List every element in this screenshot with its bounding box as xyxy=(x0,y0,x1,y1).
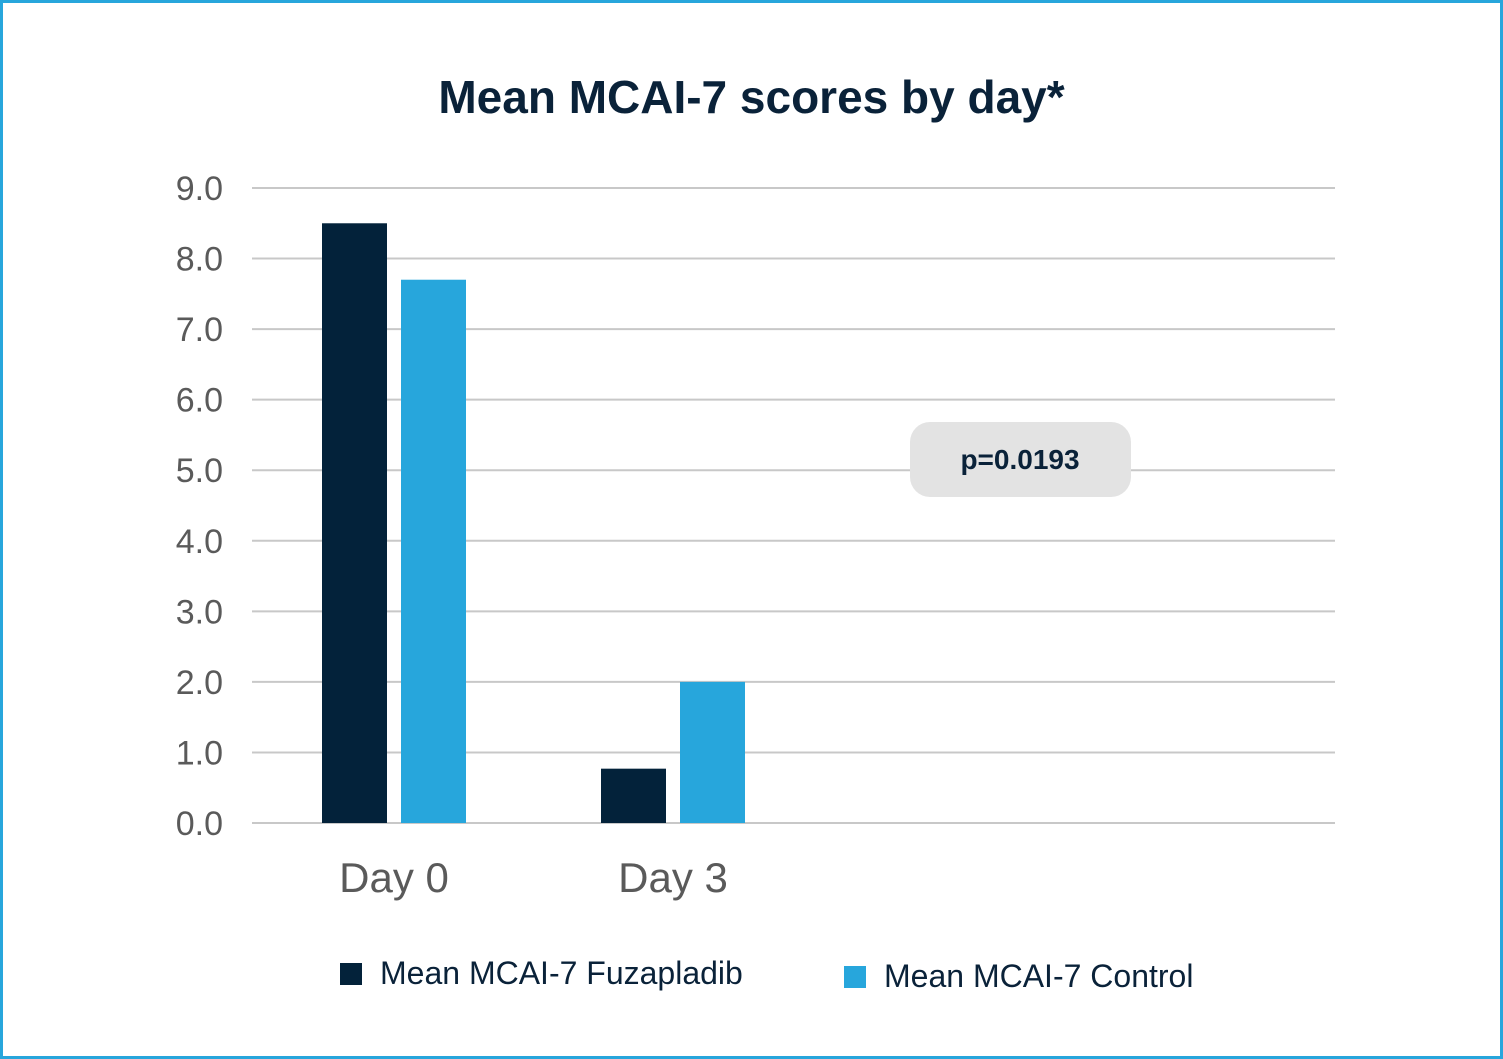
bar-day-3-fuzapladib xyxy=(601,768,666,823)
y-tick-label: 2.0 xyxy=(176,664,223,702)
x-tick-label: Day 0 xyxy=(339,854,449,901)
y-tick-label: 8.0 xyxy=(176,241,223,279)
y-tick-label: 5.0 xyxy=(176,452,223,490)
legend-swatch xyxy=(844,965,866,988)
legend-label: Mean MCAI-7 Fuzapladib xyxy=(380,955,743,991)
x-tick-label: Day 3 xyxy=(618,854,728,901)
y-tick-label: 0.0 xyxy=(176,805,223,843)
legend-item-fuzapladib: Mean MCAI-7 Fuzapladib xyxy=(340,955,743,992)
legend-swatch xyxy=(340,962,362,985)
y-tick-label: 7.0 xyxy=(176,311,223,349)
p-value-box xyxy=(910,422,1131,497)
y-tick-label: 3.0 xyxy=(176,593,223,631)
p-value-label: p=0.0193 xyxy=(960,444,1079,475)
y-tick-label: 9.0 xyxy=(176,170,223,208)
y-tick-label: 6.0 xyxy=(176,382,223,420)
bar-day-0-control xyxy=(401,279,466,823)
chart-title: Mean MCAI-7 scores by day* xyxy=(438,71,1065,123)
y-tick-label: 1.0 xyxy=(176,734,223,772)
legend-label: Mean MCAI-7 Control xyxy=(884,958,1194,994)
legend-item-control: Mean MCAI-7 Control xyxy=(844,958,1193,995)
y-tick-label: 4.0 xyxy=(176,523,223,561)
bar-day-0-fuzapladib xyxy=(322,223,387,823)
bar-day-3-control xyxy=(680,681,745,823)
